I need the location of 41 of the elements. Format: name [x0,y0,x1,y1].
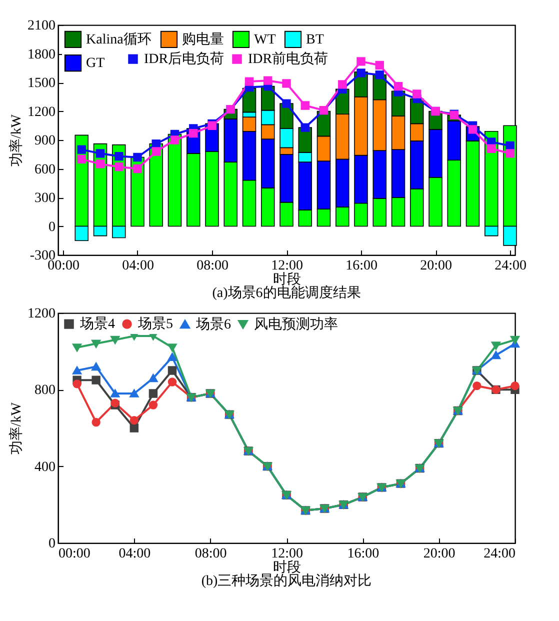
x-tick-label: 08:00 [194,546,227,562]
y-tick-label: 400 [34,460,56,475]
x-tick-label: 20:00 [420,258,452,274]
x-tick-label: 24:00 [484,546,516,562]
x-tick-label: 16:00 [347,546,380,562]
y-tick-label: 2100 [28,18,56,34]
text: (a)场景6的电能调度结果 [212,285,361,301]
legend-label: IDR前电负荷 [248,51,328,68]
y-tick-label: 1500 [28,76,56,91]
legend-label: WT [254,32,276,48]
legend-label: 场景6 [195,316,231,332]
legend-label: GT [86,56,106,71]
legend-label: 购电量 [182,31,224,48]
x-tick-label: 04:00 [118,546,151,562]
y-tick-label: 1200 [28,306,56,322]
y-tick-label: 1800 [28,47,56,62]
y-axis-title: 功率/kW [8,114,24,167]
y-tick-label: 900 [34,134,56,148]
y-tick-label: 300 [34,191,56,206]
legend-label: 场景5 [137,316,173,332]
y-tick-label: 800 [34,383,56,398]
x-axis-title: 时段 [273,560,301,576]
x-tick-label: 16:00 [346,258,378,274]
x-tick-label: 00:00 [58,546,90,562]
x-tick-label: 12:00 [271,258,303,274]
legend-label: Kalina循环 [86,31,152,48]
x-tick-label: 24:00 [494,258,526,274]
x-tick-label: 08:00 [196,258,228,274]
x-tick-label: 12:00 [271,546,303,562]
legend-label: 场景4 [79,316,115,332]
y-tick-label: 0 [48,220,56,235]
y-tick-label: 1200 [28,104,56,120]
y-axis-title: 功率/kW [8,402,24,455]
legend-label: IDR后电负荷 [144,51,224,68]
y-tick-label: 0 [48,536,56,552]
x-tick-label: 20:00 [423,546,456,562]
legend-label: BT [306,32,324,48]
legend-label: 风电预测功率 [254,316,338,332]
x-tick-label: 04:00 [122,258,154,274]
text: (b)三种场景的风电消纳对比 [201,573,372,589]
y-tick-label: 600 [34,162,56,178]
